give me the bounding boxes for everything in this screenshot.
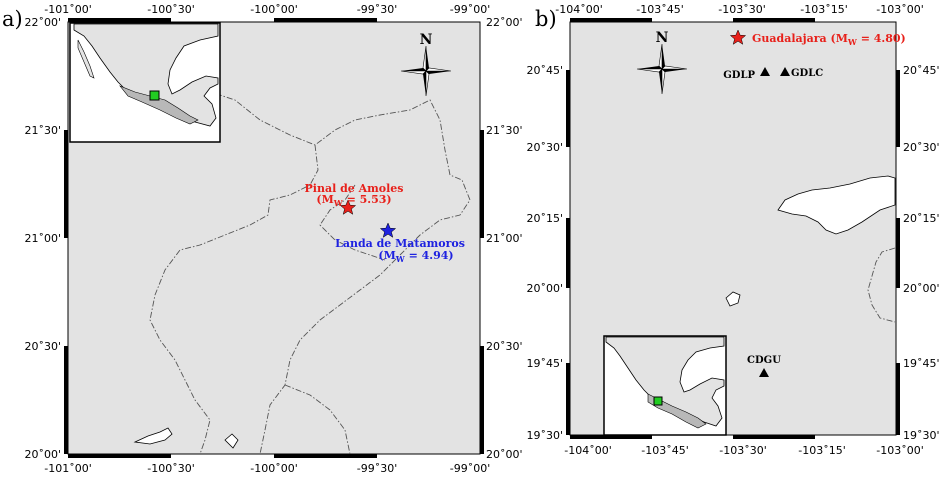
- panel-b-north-arrow: N: [636, 30, 688, 95]
- panel-a-y-ticks-right: 22˚00' 21˚30' 21˚00' 20˚30' 20˚00': [486, 16, 523, 461]
- panel-a-left-tick: 21˚00': [24, 232, 61, 245]
- station-gdlp-label: GDLP: [723, 70, 755, 81]
- panel-b-bottom-tick: -104˚00': [564, 444, 612, 457]
- panel-a-right-tick: 21˚30': [486, 124, 523, 137]
- panel-b-label: b): [535, 7, 557, 31]
- event-pinal-name: Pinal de Amoles: [305, 182, 404, 195]
- station-gdlc-marker: [780, 67, 790, 76]
- panel-b: b) -104˚00' -103˚45' -103˚30' -103˚15' -: [526, 3, 939, 457]
- panel-a-label: a): [2, 7, 23, 31]
- panel-b-lake-small: [725, 291, 741, 307]
- event-pinal-magnitude: (MW = 5.53): [316, 193, 391, 208]
- panel-b-top-tick: -103˚30': [718, 3, 766, 16]
- event-landa-magnitude: (MW = 4.94): [378, 249, 453, 264]
- panel-a-state-borders: [149, 89, 471, 455]
- panel-a-top-tick: -99˚30': [357, 3, 398, 16]
- panel-b-right-tick: 19˚45': [903, 357, 940, 370]
- station-gdlp-marker: [760, 67, 770, 76]
- panel-b-bottom-tick: -103˚15': [798, 444, 846, 457]
- panel-b-inset-map: [603, 335, 727, 436]
- panel-b-top-tick: -103˚45': [636, 3, 684, 16]
- panel-a-top-tick: -100˚30': [147, 3, 195, 16]
- panel-b-right-tick: 20˚45': [903, 64, 940, 77]
- panel-a-right-tick: 22˚00': [486, 16, 523, 29]
- panel-a-left-tick: 21˚30': [24, 124, 61, 137]
- panel-b-left-tick: 20˚15': [526, 212, 563, 225]
- panel-a-right-tick: 20˚00': [486, 448, 523, 461]
- panel-b-red-star: [729, 29, 747, 45]
- event-landa-de-matamoros: Landa de Matamoros (MW = 4.94): [335, 222, 465, 264]
- panel-a: a) -101˚00' -100˚30' -100˚00: [2, 3, 523, 475]
- panel-a-north-label: N: [420, 32, 433, 48]
- panel-b-top-tick: -103˚15': [800, 3, 848, 16]
- panel-a-top-tick: -101˚00': [44, 3, 92, 16]
- panel-b-bottom-tick: -103˚00': [876, 444, 924, 457]
- panel-a-top-tick: -99˚00': [450, 3, 491, 16]
- panel-a-left-tick: 20˚00': [24, 448, 61, 461]
- panel-a-left-tick: 20˚30': [24, 340, 61, 353]
- panel-b-x-ticks: -104˚00' -103˚45' -103˚30' -103˚15' -103…: [555, 3, 924, 457]
- panel-a-north-arrow: N: [400, 32, 452, 97]
- panel-a-top-tick: -100˚00': [250, 3, 298, 16]
- panel-a-red-star: [339, 199, 357, 215]
- station-cdgu-marker: [759, 368, 769, 377]
- panel-b-left-tick: 20˚45': [526, 64, 563, 77]
- panel-b-top-tick: -103˚00': [876, 3, 924, 16]
- panel-b-bottom-tick: -103˚30': [719, 444, 767, 457]
- panel-a-inset-highlight: [149, 90, 160, 101]
- event-guadalajara-label: Guadalajara (MW = 4.80): [752, 32, 906, 47]
- panel-b-right-tick: 19˚30': [903, 429, 940, 442]
- panel-b-left-tick: 20˚00': [526, 282, 563, 295]
- panel-a-left-tick: 22˚00': [24, 16, 61, 29]
- panel-a-bottom-tick: -100˚00': [250, 462, 298, 475]
- panel-a-bottom-tick: -99˚00': [450, 462, 491, 475]
- panel-a-y-ticks-left: 22˚00' 21˚30' 21˚00' 20˚30' 20˚00': [24, 16, 61, 461]
- panel-a-bottom-tick: -100˚30': [147, 462, 195, 475]
- station-cdgu-label: CDGU: [747, 355, 781, 366]
- panel-a-inset-map: [69, 22, 221, 143]
- panel-b-top-tick: -104˚00': [555, 3, 603, 16]
- panel-a-bottom-tick: -101˚00': [44, 462, 92, 475]
- panel-b-left-tick: 19˚30': [526, 429, 563, 442]
- panel-b-right-tick: 20˚15': [903, 212, 940, 225]
- event-guadalajara: Guadalajara (MW = 4.80): [729, 29, 906, 47]
- event-pinal-de-amoles: Pinal de Amoles (MW = 5.53): [305, 182, 404, 215]
- panel-b-lake-chapala: [777, 175, 896, 235]
- panel-b-bottom-tick: -103˚45': [641, 444, 689, 457]
- event-landa-name: Landa de Matamoros: [335, 237, 465, 250]
- panel-a-lake: [133, 427, 173, 445]
- panel-b-y-ticks-right: 20˚45' 20˚30' 20˚15' 20˚00' 19˚45' 19˚30…: [903, 64, 940, 442]
- panel-a-bottom-tick: -99˚30': [357, 462, 398, 475]
- panel-a-lake-small: [224, 433, 239, 449]
- panel-b-inset-highlight: [653, 396, 663, 406]
- panel-a-frame-bars: [64, 18, 484, 458]
- panel-b-y-ticks-left: 20˚45' 20˚30' 20˚15' 20˚00' 19˚45' 19˚30…: [526, 64, 563, 442]
- panel-b-north-label: N: [656, 30, 669, 46]
- panel-b-left-tick: 19˚45': [526, 357, 563, 370]
- panel-a-right-tick: 20˚30': [486, 340, 523, 353]
- panel-a-right-tick: 21˚00': [486, 232, 523, 245]
- panel-b-left-tick: 20˚30': [526, 141, 563, 154]
- panel-a-x-ticks: -101˚00' -100˚30' -100˚00' -99˚30' -99˚0…: [44, 3, 490, 475]
- station-gdlc-label: GDLC: [791, 68, 823, 79]
- panel-b-right-tick: 20˚00': [903, 282, 940, 295]
- panel-b-right-tick: 20˚30': [903, 141, 940, 154]
- panel-b-state-border: [867, 247, 896, 323]
- panel-b-frame-bars: [566, 18, 900, 439]
- panel-b-stations: GDLP GDLC CDGU: [723, 67, 823, 377]
- panel-a-blue-star: [379, 222, 397, 238]
